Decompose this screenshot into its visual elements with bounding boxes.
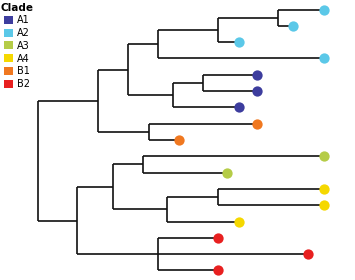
- Point: [321, 187, 326, 191]
- Point: [236, 105, 242, 110]
- Point: [215, 268, 221, 273]
- Point: [321, 56, 326, 61]
- Point: [255, 73, 260, 77]
- Point: [255, 122, 260, 126]
- Legend: A1, A2, A3, A4, B1, B2: A1, A2, A3, A4, B1, B2: [0, 1, 36, 91]
- Point: [224, 170, 230, 175]
- Point: [321, 203, 326, 207]
- Point: [176, 138, 182, 142]
- Point: [236, 219, 242, 224]
- Point: [291, 24, 296, 28]
- Point: [236, 40, 242, 45]
- Point: [321, 154, 326, 158]
- Point: [321, 7, 326, 12]
- Point: [255, 89, 260, 93]
- Point: [306, 252, 311, 256]
- Point: [215, 235, 221, 240]
